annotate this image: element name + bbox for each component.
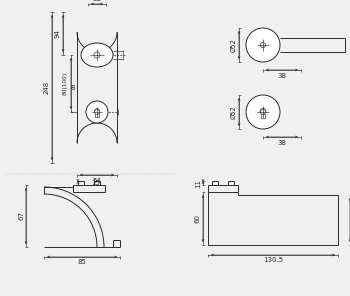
Text: 15: 15	[92, 180, 100, 186]
Circle shape	[246, 28, 280, 62]
Ellipse shape	[94, 109, 99, 113]
Text: 38: 38	[278, 73, 287, 79]
Circle shape	[246, 95, 280, 129]
Text: Ø52: Ø52	[231, 105, 237, 119]
Ellipse shape	[260, 108, 266, 114]
Text: 38: 38	[278, 140, 287, 146]
Text: 248: 248	[44, 81, 50, 94]
Bar	[261, 114, 265, 118]
Text: 67: 67	[19, 212, 25, 221]
Text: 60: 60	[195, 214, 201, 223]
Text: B: B	[71, 86, 75, 91]
Circle shape	[94, 110, 99, 115]
Circle shape	[86, 101, 108, 123]
Text: 80(100): 80(100)	[63, 72, 68, 95]
Bar	[95, 113, 99, 117]
Circle shape	[94, 52, 100, 58]
Text: 130.5: 130.5	[263, 257, 283, 263]
Text: Ø52: Ø52	[231, 38, 237, 52]
Circle shape	[260, 110, 266, 115]
Text: 11: 11	[195, 178, 201, 187]
Text: 94: 94	[55, 29, 61, 38]
Ellipse shape	[81, 43, 113, 67]
Text: 38: 38	[92, 0, 102, 2]
Circle shape	[260, 43, 266, 47]
Text: 85: 85	[78, 259, 86, 265]
Text: 54: 54	[93, 178, 101, 184]
